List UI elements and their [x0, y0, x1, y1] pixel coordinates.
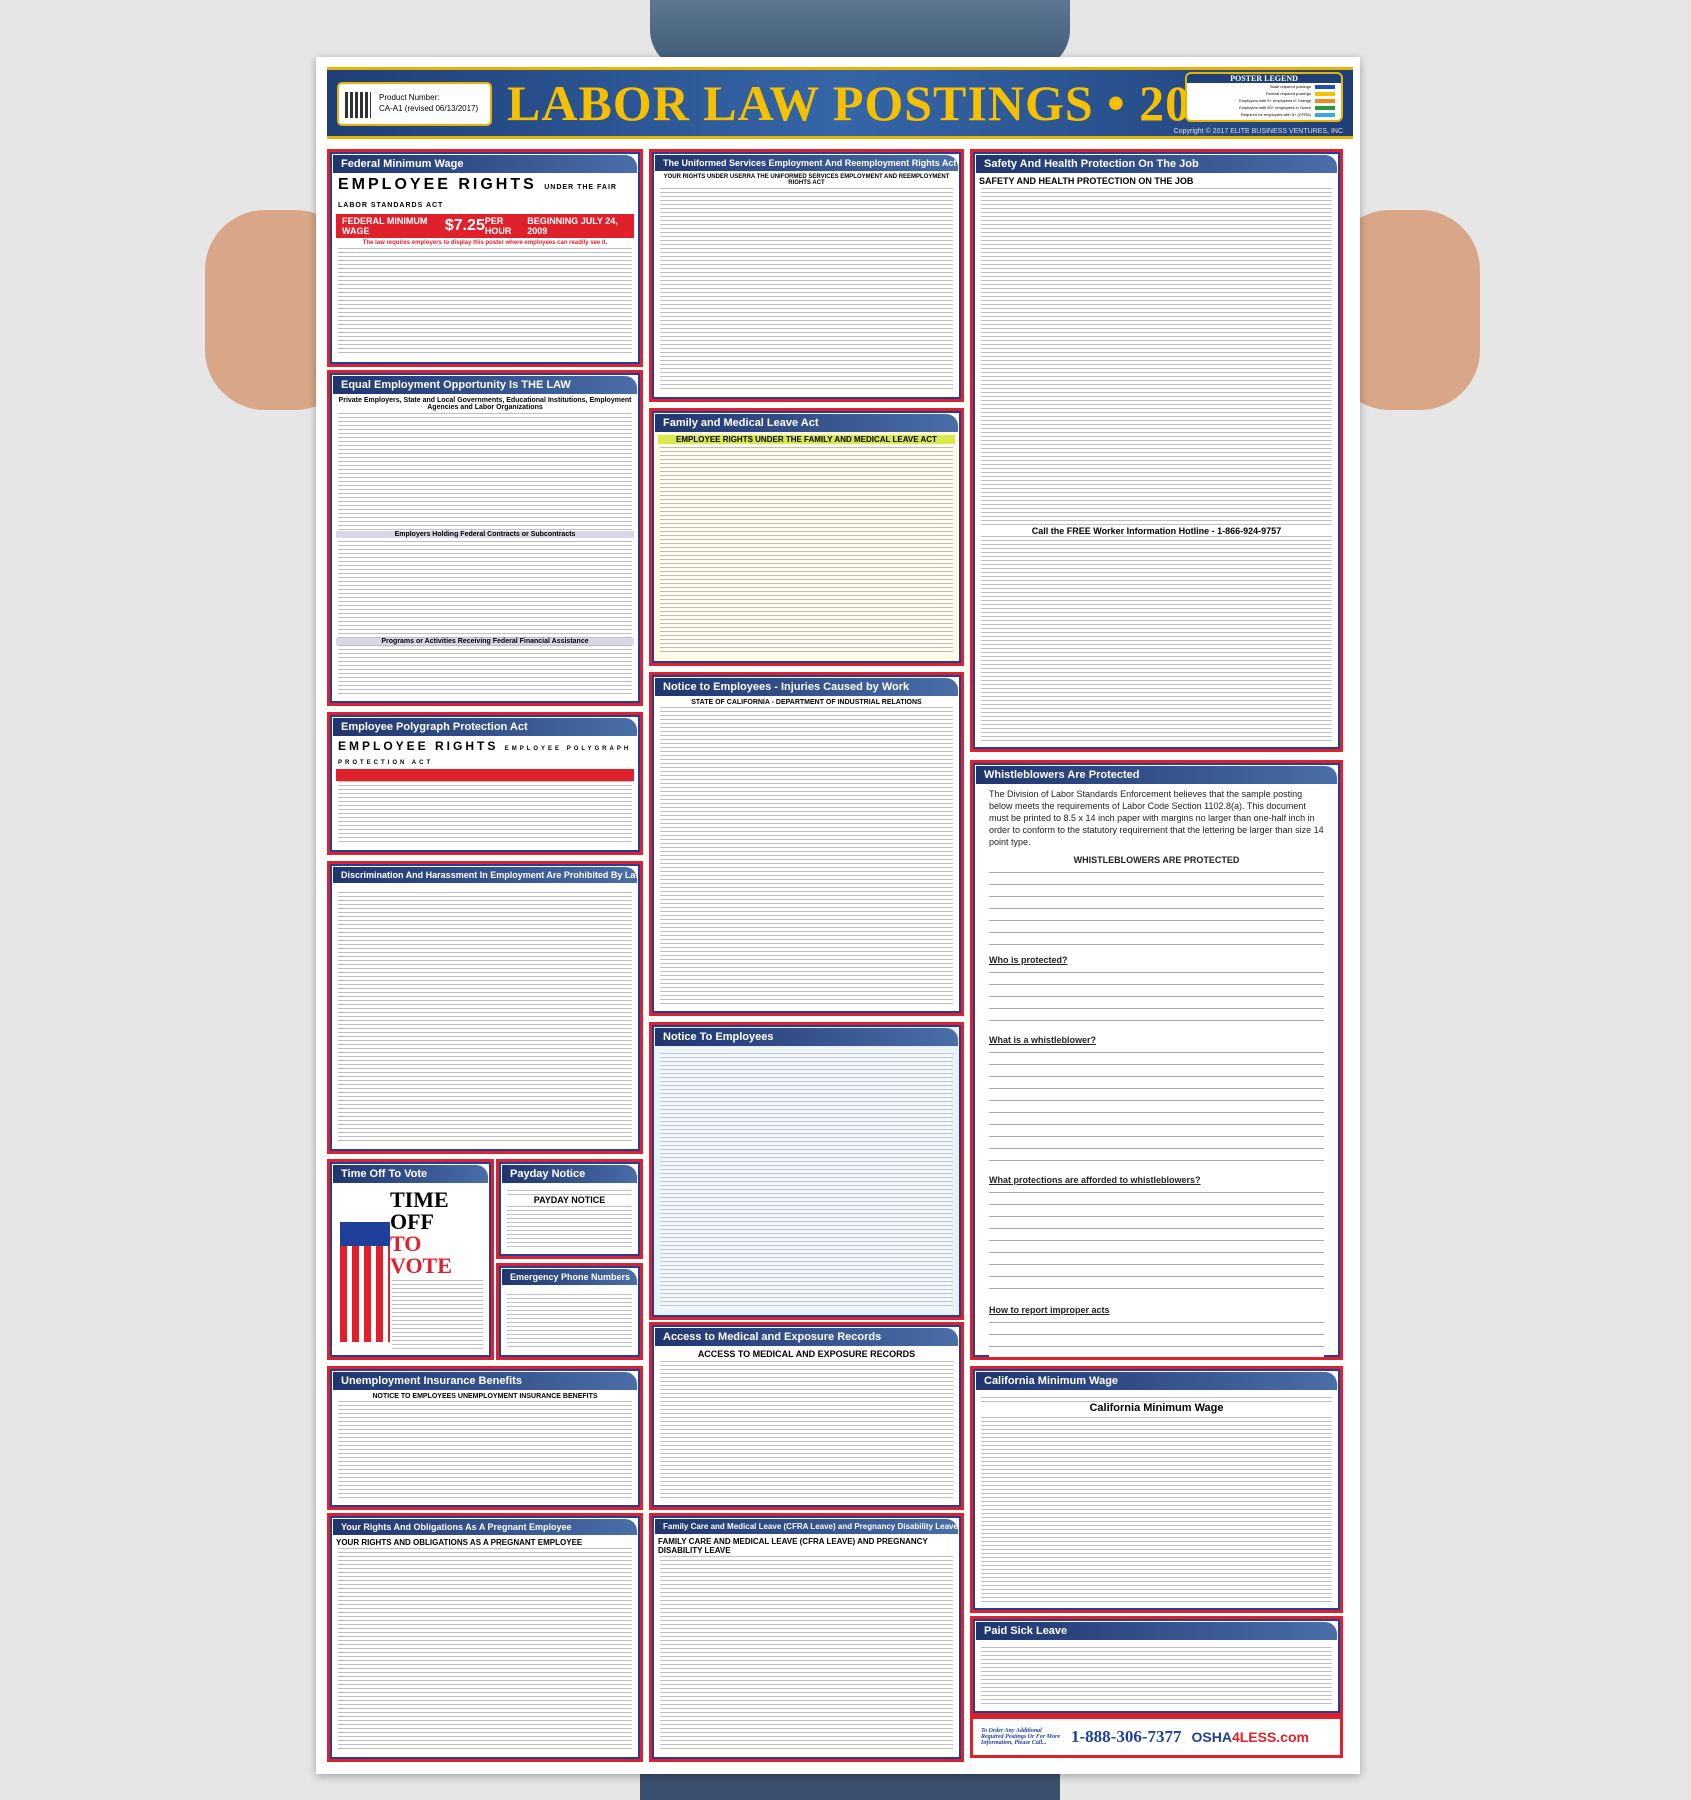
whistle-q3: What protections are afforded to whistle… [989, 1175, 1201, 1185]
product-label: Product Number: [379, 93, 440, 102]
poster-legend: POSTER LEGEND State required postings Fed… [1185, 72, 1343, 122]
fmla-sub: EMPLOYEE RIGHTS UNDER THE FAMILY AND MED… [658, 435, 955, 444]
poster-header: Product Number: CA-A1 (revised 06/13/201… [327, 67, 1353, 139]
section-title: Federal Minimum Wage [333, 155, 637, 173]
section-payday-notice: Payday Notice PAYDAY NOTICE [496, 1159, 643, 1259]
section-pregnant-employee: Your Rights And Obligations As A Pregnan… [327, 1513, 643, 1762]
order-phone: 1-888-306-7377 [1071, 1727, 1182, 1746]
payday-sub: PAYDAY NOTICE [505, 1195, 634, 1205]
whistle-intro: The Division of Labor Standards Enforcem… [989, 789, 1324, 847]
eeo-sub3: Programs or Activities Receiving Federal… [336, 638, 634, 645]
section-title: Notice to Employees - Injuries Caused by… [655, 678, 958, 696]
section-title: California Minimum Wage [976, 1372, 1337, 1390]
section-injuries: Notice to Employees - Injuries Caused by… [649, 672, 964, 1016]
product-number-box: Product Number: CA-A1 (revised 06/13/201… [337, 82, 492, 126]
section-safety-health: Safety And Health Protection On The Job … [970, 149, 1343, 752]
person-jeans [640, 1770, 1060, 1800]
wage-band: FEDERAL MINIMUM WAGE $7.25 PER HOUR BEGINNI… [336, 214, 634, 238]
order-text: To Order Any Additional Required Posting… [981, 1728, 1061, 1746]
legend-title: POSTER LEGEND [1187, 74, 1341, 83]
section-title: Employee Polygraph Protection Act [333, 718, 637, 736]
whistle-heading: WHISTLEBLOWERS ARE PROTECTED [1073, 855, 1240, 865]
legend-item: Employers with 5+ employees in Orange [1187, 97, 1341, 104]
section-title: Emergency Phone Numbers [502, 1269, 637, 1285]
eeo-sub1: Private Employers, State and Local Gover… [336, 397, 634, 411]
section-unemployment: Unemployment Insurance Benefits NOTICE T… [327, 1366, 643, 1510]
section-notice-to-employees: Notice To Employees [649, 1022, 964, 1320]
employee-rights-heading: EMPLOYEE RIGHTS UNDER THE FAIR LABOR STA… [338, 176, 632, 212]
legend-item: Federal required postings [1187, 90, 1341, 97]
time-off-to-vote-heading: TIME OFF TO VOTE [390, 1189, 485, 1277]
section-title: Payday Notice [502, 1165, 637, 1183]
ui-sub: NOTICE TO EMPLOYEES UNEMPLOYMENT INSURAN… [336, 1393, 634, 1400]
section-title: Notice To Employees [655, 1028, 958, 1046]
section-ca-minimum-wage: California Minimum Wage California Minim… [970, 1366, 1343, 1613]
section-title: Unemployment Insurance Benefits [333, 1372, 637, 1390]
copyright: Copyright © 2017 ELITE BUSINESS VENTURES… [1173, 128, 1343, 135]
section-cfra: Family Care and Medical Leave (CFRA Leav… [649, 1513, 964, 1762]
access-sub: ACCESS TO MEDICAL AND EXPOSURE RECORDS [658, 1349, 955, 1359]
section-polygraph: Employee Polygraph Protection Act EMPLOY… [327, 712, 643, 855]
safety-hotline: Call the FREE Worker Information Hotline… [979, 526, 1334, 536]
section-title: Paid Sick Leave [976, 1622, 1337, 1640]
section-title: Family Care and Medical Leave (CFRA Leav… [655, 1519, 958, 1534]
legend-item: Employers with 50+ employees in Green [1187, 104, 1341, 111]
section-userra: The Uniformed Services Employment And Re… [649, 149, 964, 402]
section-title: Family and Medical Leave Act [655, 414, 958, 432]
legend-item: State required postings [1187, 83, 1341, 90]
display-notice: The law requires employers to display th… [336, 240, 634, 246]
section-discrimination: Discrimination And Harassment In Employm… [327, 861, 643, 1154]
section-title: Time Off To Vote [333, 1165, 488, 1183]
injury-sub: STATE OF CALIFORNIA - DEPARTMENT OF INDU… [658, 699, 955, 706]
ballot-flag-icon [340, 1222, 390, 1342]
safety-sub: SAFETY AND HEALTH PROTECTION ON THE JOB [979, 176, 1334, 186]
section-title: Whistleblowers Are Protected [976, 766, 1337, 784]
camw-sub: California Minimum Wage [979, 1402, 1334, 1414]
qr-code-icon [345, 92, 371, 118]
section-whistleblowers: Whistleblowers Are Protected The Divisio… [970, 760, 1343, 1360]
section-eeo: Equal Employment Opportunity Is THE LAW … [327, 370, 643, 706]
section-federal-minimum-wage: Federal Minimum Wage EMPLOYEE RIGHTS UND… [327, 149, 643, 367]
legend-item: Required for employers with 5+ (CFRA) [1187, 111, 1341, 118]
section-title: Discrimination And Harassment In Employm… [333, 867, 637, 883]
section-title: Safety And Health Protection On The Job [976, 155, 1337, 173]
section-emergency-phone: Emergency Phone Numbers [496, 1263, 643, 1360]
whistle-q4: How to report improper acts [989, 1305, 1110, 1315]
preg-sub: YOUR RIGHTS AND OBLIGATIONS AS A PREGNAN… [336, 1538, 634, 1547]
whistle-q2: What is a whistleblower? [989, 1035, 1097, 1045]
poster-title: LABOR LAW POSTINGS • 2018 [507, 75, 1244, 131]
section-paid-sick-leave: Paid Sick Leave [970, 1616, 1343, 1716]
osha4less-logo: OSHA4LESS.com [1191, 1729, 1309, 1745]
section-title: Equal Employment Opportunity Is THE LAW [333, 376, 637, 394]
eeo-sub2: Employers Holding Federal Contracts or S… [336, 531, 634, 538]
section-time-off-to-vote: Time Off To Vote TIME OFF TO VOTE [327, 1159, 494, 1360]
section-title: Your Rights And Obligations As A Pregnan… [333, 1519, 637, 1535]
whistle-q1: Who is protected? [989, 955, 1068, 965]
product-number: CA-A1 (revised 06/13/2017) [379, 104, 479, 113]
section-fmla: Family and Medical Leave Act EMPLOYEE RI… [649, 408, 964, 666]
section-title: The Uniformed Services Employment And Re… [655, 155, 958, 171]
poster-footer: To Order Any Additional Required Posting… [970, 1716, 1343, 1758]
userra-sub: YOUR RIGHTS UNDER USERRA THE UNIFORMED S… [658, 174, 955, 186]
cfra-sub: FAMILY CARE AND MEDICAL LEAVE (CFRA LEAV… [658, 1537, 955, 1555]
section-title: Access to Medical and Exposure Records [655, 1328, 958, 1346]
whistleblower-text: The Division of Labor Standards Enforcem… [989, 788, 1324, 1357]
section-access-records: Access to Medical and Exposure Records A… [649, 1322, 964, 1510]
